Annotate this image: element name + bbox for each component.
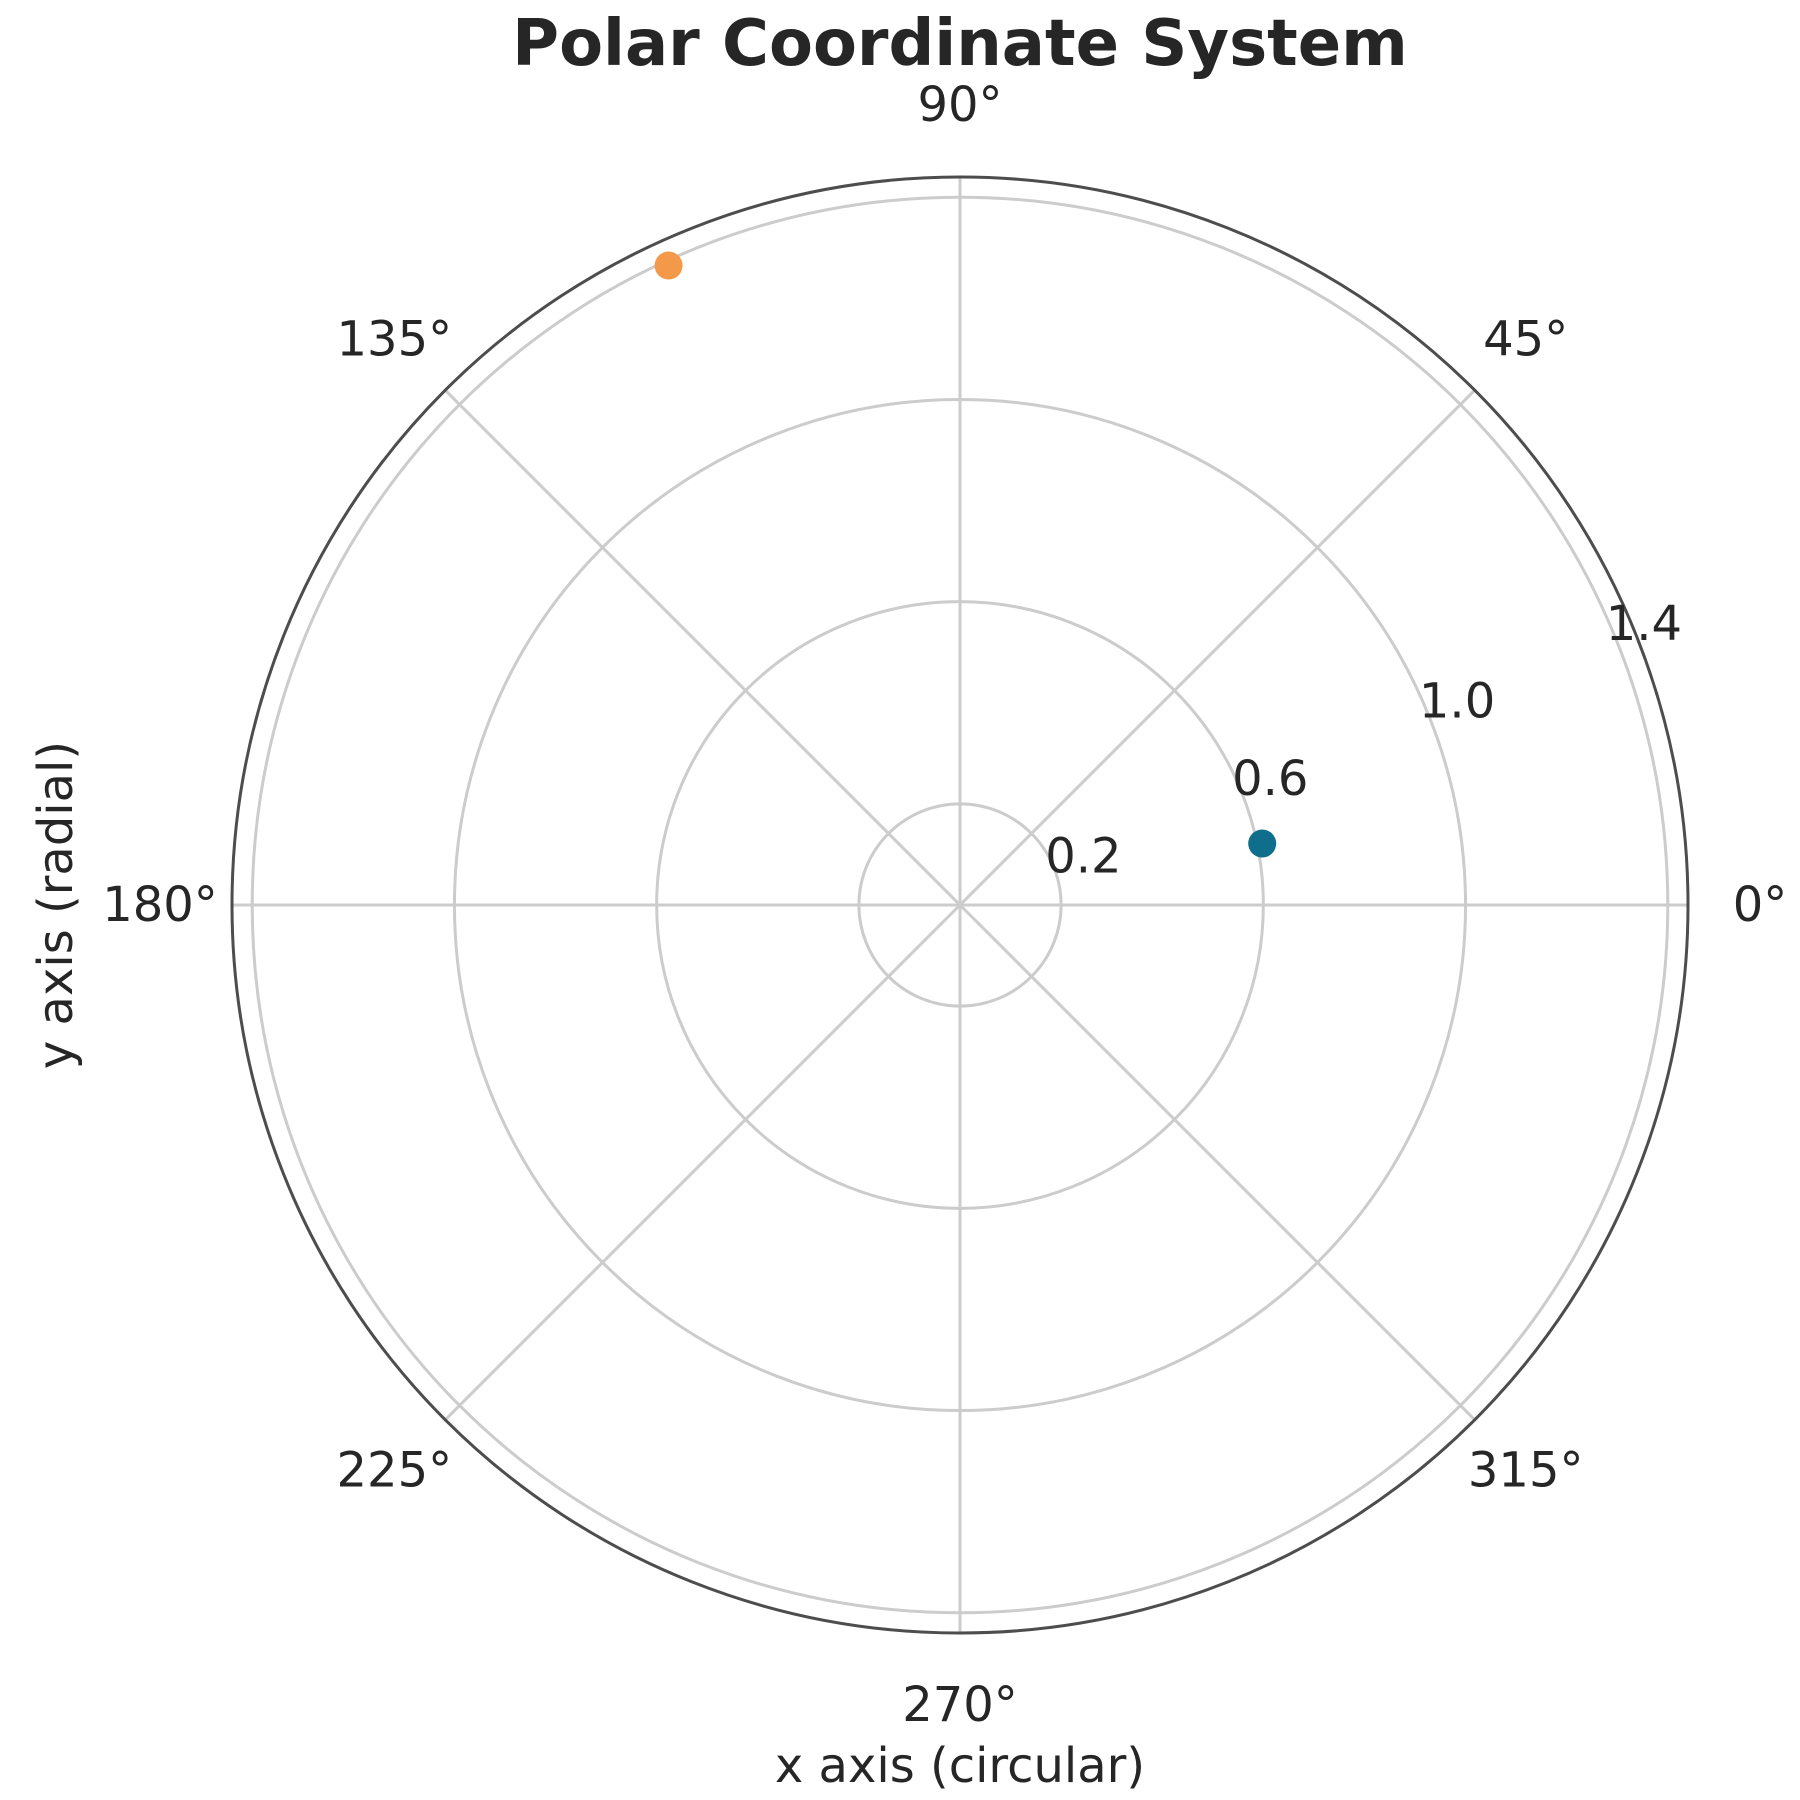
data-point xyxy=(654,251,683,280)
angle-tick-label: 90° xyxy=(917,77,1002,133)
angle-tick-label: 45° xyxy=(1483,311,1568,367)
radial-gridline xyxy=(857,802,1063,1008)
radial-gridline xyxy=(250,195,1670,1615)
angle-gridline xyxy=(958,389,1476,907)
angle-gridline xyxy=(444,389,962,907)
angle-gridline xyxy=(958,903,1476,1421)
polar-frame xyxy=(230,175,1690,1635)
x-axis-label: x axis (circular) xyxy=(775,1738,1145,1794)
polar-grid xyxy=(232,177,1688,1633)
tick-labels: 0° 45° 90° 135° 180° 225° 270° 315° 0.2 0.6 1.0 1.4 xyxy=(102,77,1787,1733)
radial-tick-label: 0.2 xyxy=(1045,828,1121,884)
radial-gridline xyxy=(452,397,1468,1413)
angle-tick-label: 0° xyxy=(1733,877,1788,933)
chart-title: Polar Coordinate System xyxy=(512,7,1408,81)
y-axis-label: y axis (radial) xyxy=(28,741,84,1069)
radial-tick-label: 1.0 xyxy=(1419,674,1495,730)
angle-tick-label: 180° xyxy=(102,877,218,933)
data-points xyxy=(654,251,1277,858)
angle-gridline xyxy=(444,903,962,1421)
radial-tick-label: 0.6 xyxy=(1232,751,1308,807)
angle-tick-label: 315° xyxy=(1468,1443,1584,1499)
radial-tick-label: 1.4 xyxy=(1606,596,1682,652)
angle-tick-label: 135° xyxy=(337,311,453,367)
angle-tick-label: 225° xyxy=(337,1443,453,1499)
radial-gridline xyxy=(655,600,1265,1210)
angle-tick-label: 270° xyxy=(902,1677,1018,1733)
data-point xyxy=(1248,829,1277,858)
